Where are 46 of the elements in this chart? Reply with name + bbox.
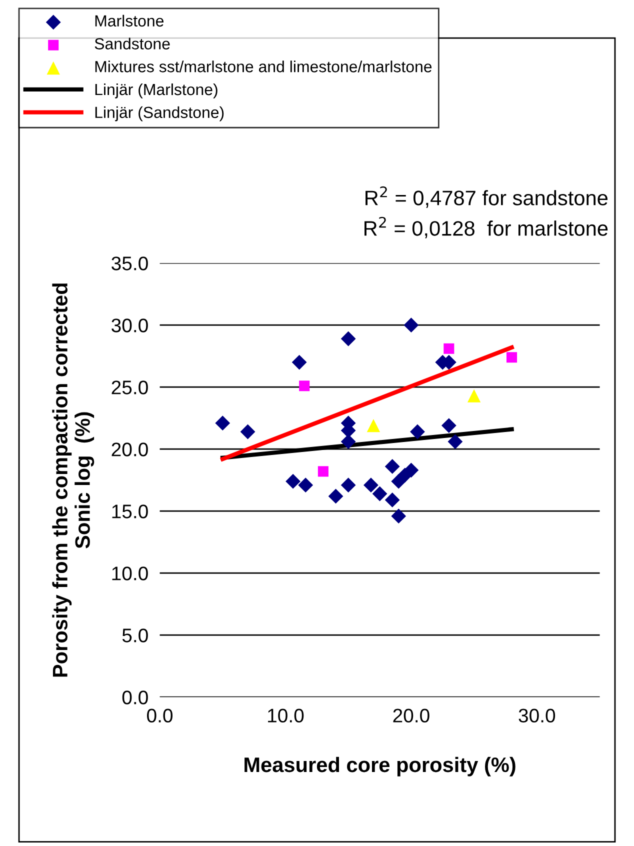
y-tick-label: 0.0	[122, 690, 148, 704]
x-tick-label: 0.0	[147, 708, 173, 722]
text: R$^{2}$ = 0,0128 for marlstone	[364, 216, 608, 238]
y-tick-label: 5.0	[122, 628, 148, 642]
point	[467, 389, 481, 402]
point	[340, 478, 356, 493]
x-tick-label: 30.0	[518, 708, 556, 722]
point	[286, 474, 300, 489]
point	[299, 380, 310, 392]
point	[215, 416, 230, 431]
legend-label: Mixtures sst/marlstone and limestone/marlstone	[95, 60, 432, 72]
point	[384, 492, 400, 508]
point	[410, 424, 425, 440]
point	[404, 318, 419, 333]
point	[384, 459, 400, 474]
x-tick-label: 10.0	[268, 708, 304, 722]
y-axis-title: Porosity from the compaction corrected Sonic log (%)	[52, 284, 94, 677]
point	[298, 478, 314, 493]
point	[404, 462, 419, 478]
point	[366, 418, 380, 432]
x-axis-title: Measured core porosity (%)	[244, 756, 516, 776]
point	[340, 331, 356, 346]
x-tick-label: 20.0	[393, 708, 430, 722]
legend-label: Linjär (Marlstone)	[95, 83, 218, 98]
point	[441, 418, 456, 433]
text: R$^{2}$ = 0,4787 for sandstone	[366, 186, 608, 208]
point	[506, 352, 518, 363]
point	[444, 343, 454, 354]
legend-label: Linjär (Sandstone)	[95, 106, 224, 122]
point	[391, 508, 406, 524]
y-tick-label: 35.0	[112, 256, 148, 270]
point	[340, 434, 356, 450]
point	[240, 424, 256, 440]
point	[448, 434, 463, 450]
point	[372, 486, 388, 502]
point	[318, 466, 328, 477]
legend-label: Marlstone	[95, 14, 164, 27]
y-tick-label: 10.0	[112, 566, 148, 580]
y-tick-label: 15.0	[112, 504, 148, 518]
y-tick-label: 25.0	[112, 380, 148, 394]
legend-label: Sandstone	[94, 38, 170, 50]
point	[364, 478, 378, 493]
point	[292, 354, 307, 370]
y-tick-label: 30.0	[112, 318, 148, 332]
point	[328, 488, 344, 504]
y-tick-label: 20.0	[112, 442, 148, 456]
